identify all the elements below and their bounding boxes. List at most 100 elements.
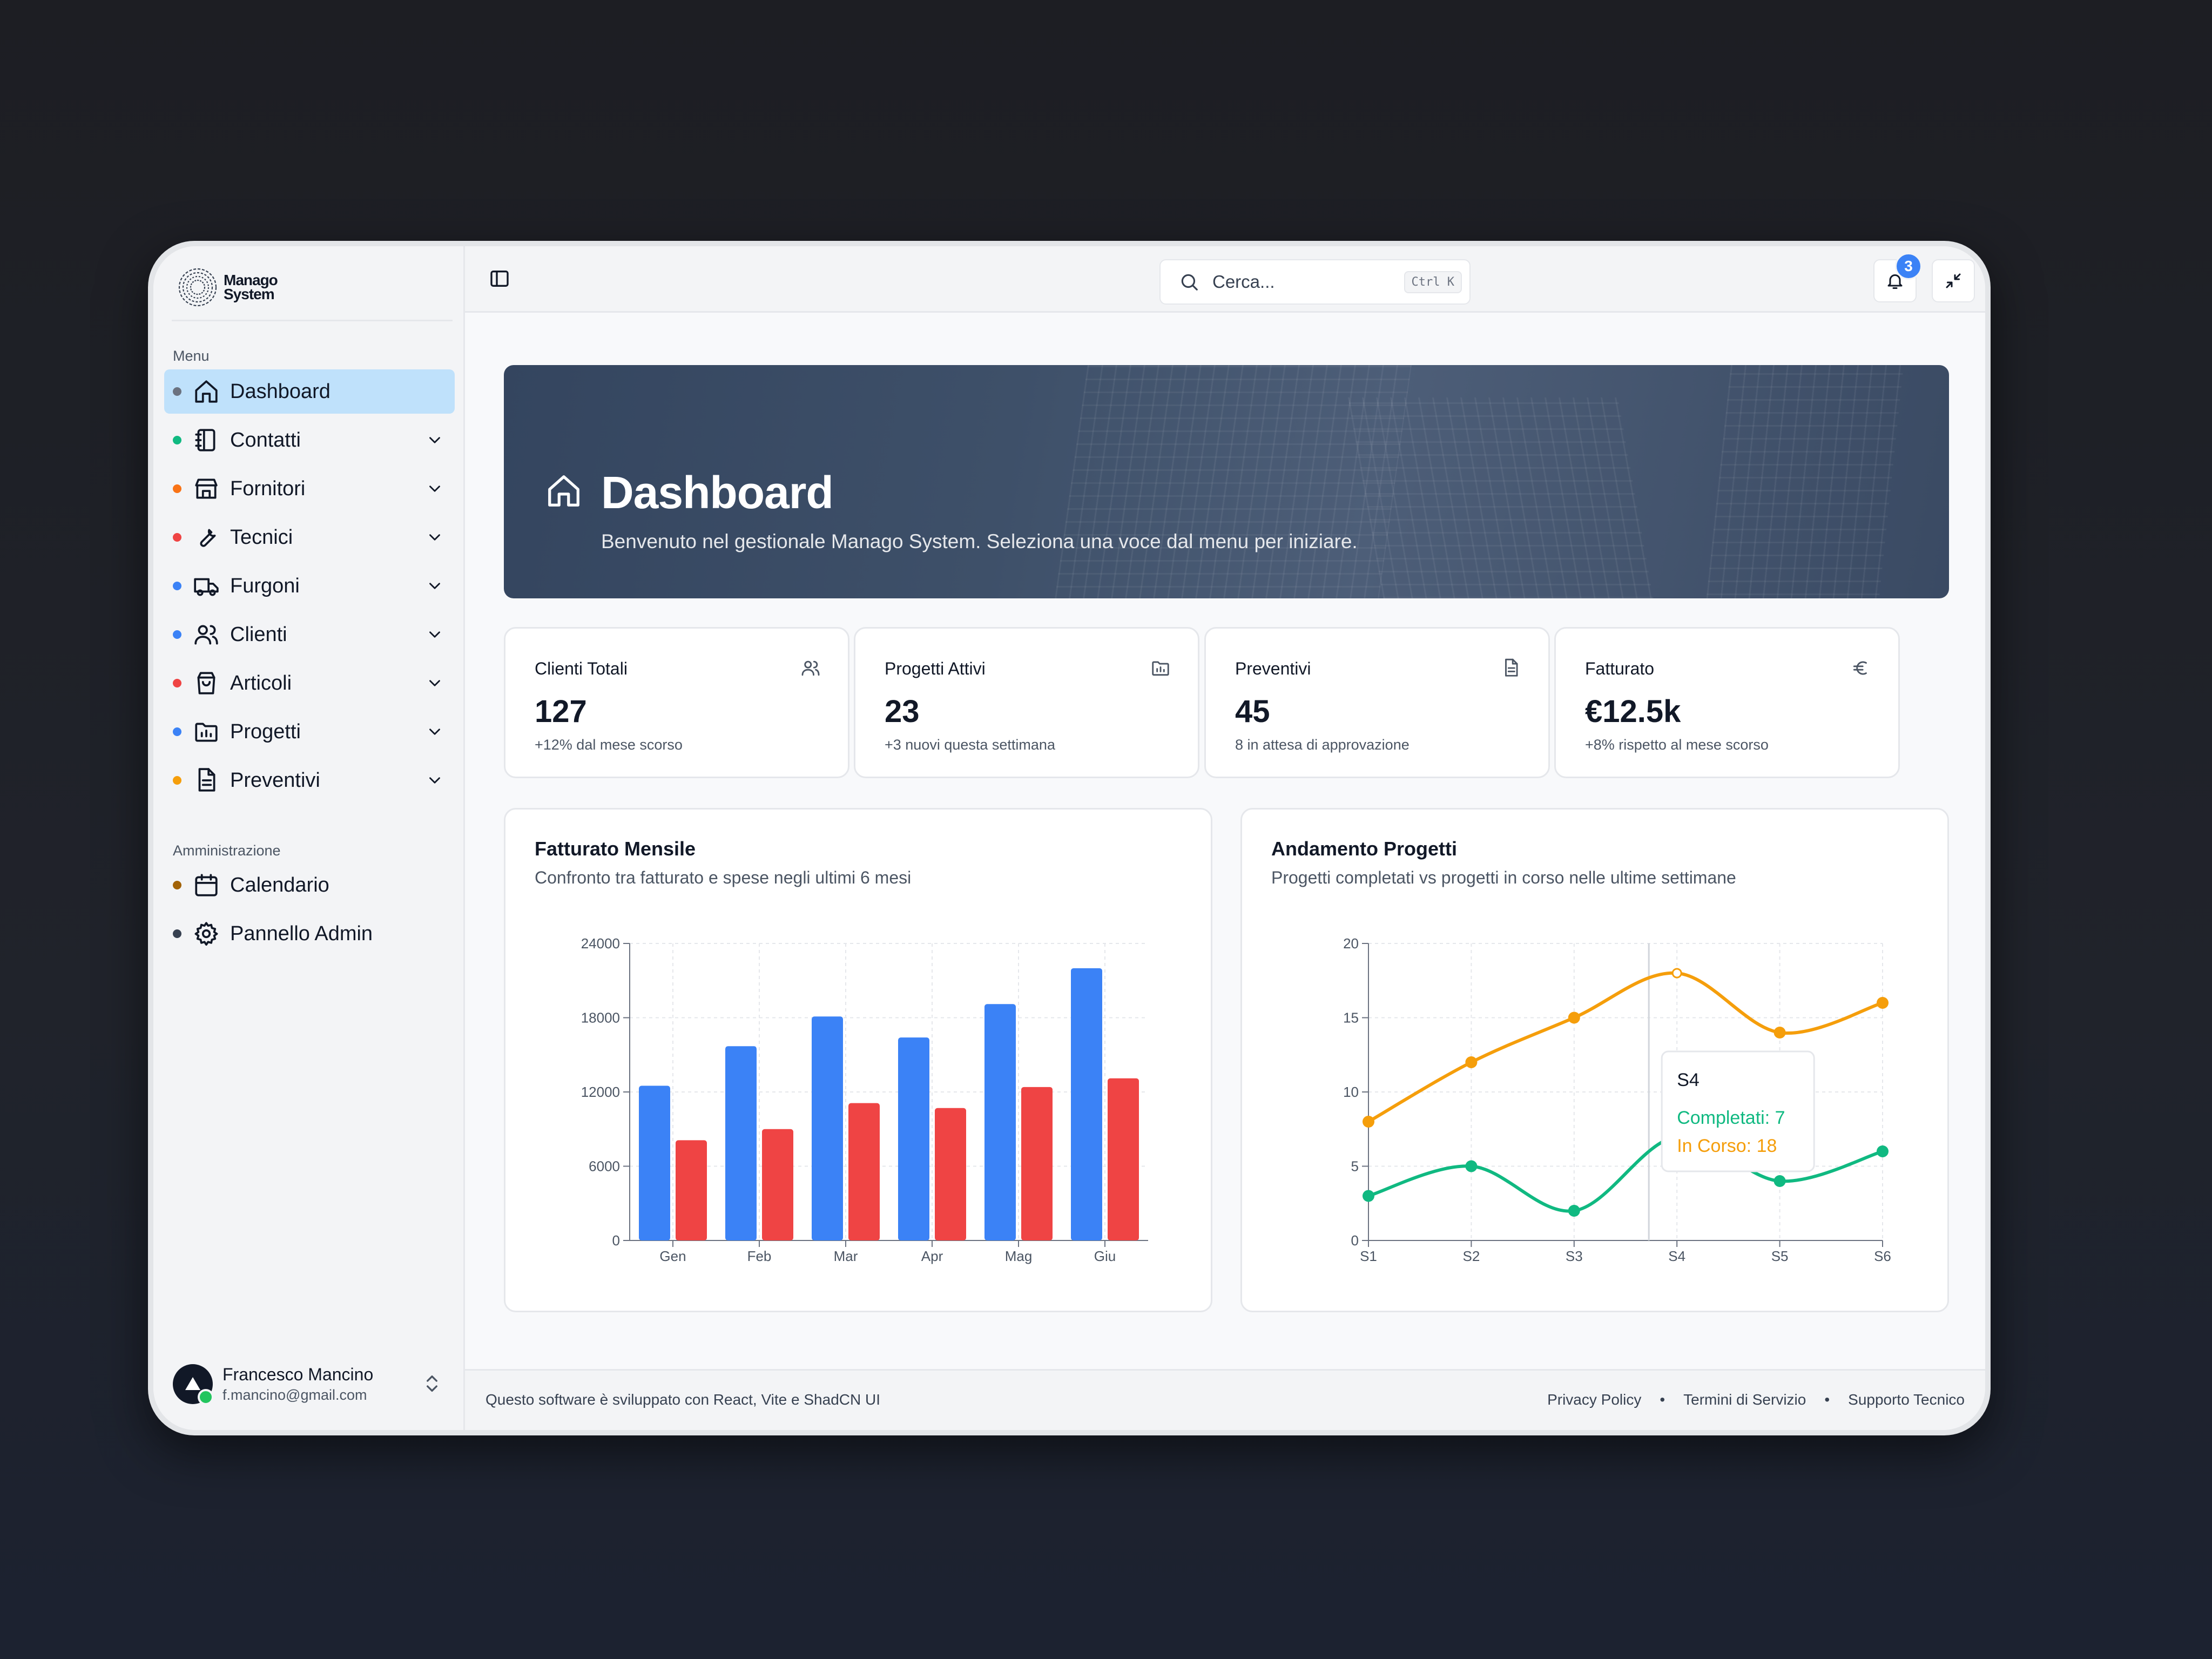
terms-of-service-link[interactable]: Termini di Servizio [1683, 1391, 1806, 1408]
hero-building-decoration [1705, 365, 1906, 598]
users-icon [801, 660, 820, 676]
stat-card-fatturato: Fatturato €12.5k +8% rispetto al mese scor… [1554, 627, 1900, 778]
home-icon [548, 475, 579, 507]
bar [984, 1004, 1016, 1240]
brand-line-1: Manago [224, 272, 278, 288]
sidebar-item-label: Articoli [230, 671, 292, 694]
hero-banner: Dashboard Benvenuto nel gestionale Manag… [504, 365, 1949, 598]
euro-icon [1853, 661, 1867, 675]
folder-chart-icon [1152, 661, 1169, 676]
chevron-down-icon[interactable] [426, 674, 444, 692]
chevron-down-icon[interactable] [426, 577, 444, 595]
stat-note: +3 nuovi questa settimana [885, 737, 1055, 753]
sidebar-item-tecnici[interactable]: Tecnici [164, 515, 455, 559]
stat-card-progetti-attivi: Progetti Attivi 23 +3 nuovi questa settima… [854, 627, 1199, 778]
user-profile[interactable]: Francesco Mancino f.mancino@gmail.com [173, 1360, 443, 1408]
x-tick-label: S4 [1668, 1248, 1685, 1264]
sidebar-item-label: Pannello Admin [230, 922, 373, 945]
file-text-icon [192, 766, 220, 794]
brand-logo[interactable]: Manago System [177, 266, 278, 309]
sidebar-item-progetti[interactable]: Progetti [164, 710, 455, 754]
sidebar-toggle-icon[interactable] [489, 268, 510, 289]
device-frame: Manago System Menu Dashboard Contatti Forn… [148, 241, 1991, 1435]
chart-tooltip [1661, 1050, 1815, 1172]
sidebar-item-label: Furgoni [230, 574, 300, 597]
chevron-down-icon[interactable] [426, 480, 444, 498]
sidebar-item-label: Preventivi [230, 768, 320, 792]
sidebar-item-articoli[interactable]: Articoli [164, 661, 455, 705]
data-point [1568, 1011, 1580, 1024]
y-tick-label: 0 [612, 1232, 620, 1249]
sidebar-item-dashboard[interactable]: Dashboard [164, 369, 455, 414]
sidebar-item-preventivi[interactable]: Preventivi [164, 758, 455, 802]
privacy-policy-link[interactable]: Privacy Policy [1547, 1391, 1642, 1408]
status-dot [173, 582, 181, 590]
bar [848, 1103, 880, 1240]
sidebar-item-clienti[interactable]: Clienti [164, 612, 455, 657]
series-line-in-corso [1367, 971, 1883, 1123]
data-point [1465, 1160, 1478, 1172]
card-subtitle: Progetti completati vs progetti in corso… [1271, 868, 1736, 887]
data-point [1877, 997, 1889, 1009]
chevron-down-icon[interactable] [426, 528, 444, 547]
menu-group-label: Menu [173, 348, 210, 364]
app-window: Manago System Menu Dashboard Contatti Forn… [153, 246, 1985, 1430]
sidebar-item-fornitori[interactable]: Fornitori [164, 467, 455, 511]
card-subtitle: Confronto tra fatturato e spese negli ul… [535, 868, 912, 887]
sidebar-divider [172, 320, 453, 321]
brand-name: Manago System [224, 272, 278, 302]
stat-note: +12% dal mese scorso [535, 737, 683, 753]
status-dot [173, 533, 181, 542]
wrench-icon [192, 523, 220, 551]
tech-support-link[interactable]: Supporto Tecnico [1848, 1391, 1965, 1408]
settings-icon [192, 920, 220, 948]
sidebar-item-contatti[interactable]: Contatti [164, 418, 455, 462]
chevron-down-icon[interactable] [426, 771, 444, 790]
notifications-button[interactable]: 3 [1873, 253, 1922, 302]
chevron-down-icon[interactable] [426, 431, 444, 449]
data-point [1568, 1205, 1580, 1217]
data-point [1773, 1027, 1786, 1038]
chevron-down-icon[interactable] [426, 625, 444, 644]
stat-note: +8% rispetto al mese scorso [1585, 737, 1769, 753]
footer: Questo software è sviluppato con React, … [465, 1369, 1985, 1430]
revenue-bar-chart: 0 6000 12000 18000 24000 Gen Feb Mar Apr Mag Giu [581, 935, 1148, 1264]
home-icon [192, 377, 220, 406]
x-tick-label: Mag [1005, 1248, 1033, 1264]
chevrons-up-down-icon[interactable] [421, 1373, 443, 1394]
projects-chart-card: Andamento Progetti Progetti completati v… [1240, 808, 1949, 1312]
x-tick-label: Apr [921, 1248, 943, 1264]
revenue-chart-card: Fatturato Mensile Confronto tra fatturat… [504, 808, 1212, 1312]
status-dot [173, 727, 181, 736]
sidebar-item-label: Clienti [230, 623, 287, 646]
sidebar-item-pannello-admin[interactable]: Pannello Admin [164, 912, 455, 956]
user-email: f.mancino@gmail.com [222, 1387, 367, 1403]
bar [1021, 1087, 1053, 1240]
main-content: Dashboard Benvenuto nel gestionale Manag… [465, 313, 1985, 1371]
avatar-logo-icon [185, 1377, 200, 1390]
card-title: Fatturato Mensile [535, 838, 696, 860]
logo-icon [178, 268, 217, 307]
bar [676, 1140, 707, 1240]
user-name: Francesco Mancino [222, 1365, 374, 1384]
admin-group-label: Amministrazione [173, 842, 281, 859]
sidebar-item-calendario[interactable]: Calendario [164, 863, 455, 907]
avatar [173, 1364, 214, 1405]
y-tick-label: 5 [1351, 1158, 1359, 1175]
y-tick-label: 12000 [581, 1084, 620, 1100]
y-tick-label: 15 [1343, 1010, 1359, 1026]
sidebar-item-furgoni[interactable]: Furgoni [164, 564, 455, 608]
x-tick-label: Mar [834, 1248, 858, 1264]
status-dot [173, 484, 181, 493]
bell-icon [1887, 274, 1903, 289]
chevron-down-icon[interactable] [426, 723, 444, 741]
footer-separator: • [1824, 1391, 1830, 1408]
file-text-icon [1505, 658, 1518, 677]
minimize-icon [1946, 273, 1961, 288]
projects-line-chart: 0 5 10 15 20 S1 S2 S3 S4 S5 S6 S4 Completati: 7 In Co… [1343, 935, 1891, 1264]
minimize-button[interactable] [1932, 259, 1975, 302]
search-bar[interactable]: Cerca... Ctrl K [1159, 259, 1471, 305]
search-input[interactable]: Cerca... [1212, 272, 1275, 292]
online-status-indicator [198, 1389, 214, 1405]
bar [762, 1129, 793, 1240]
